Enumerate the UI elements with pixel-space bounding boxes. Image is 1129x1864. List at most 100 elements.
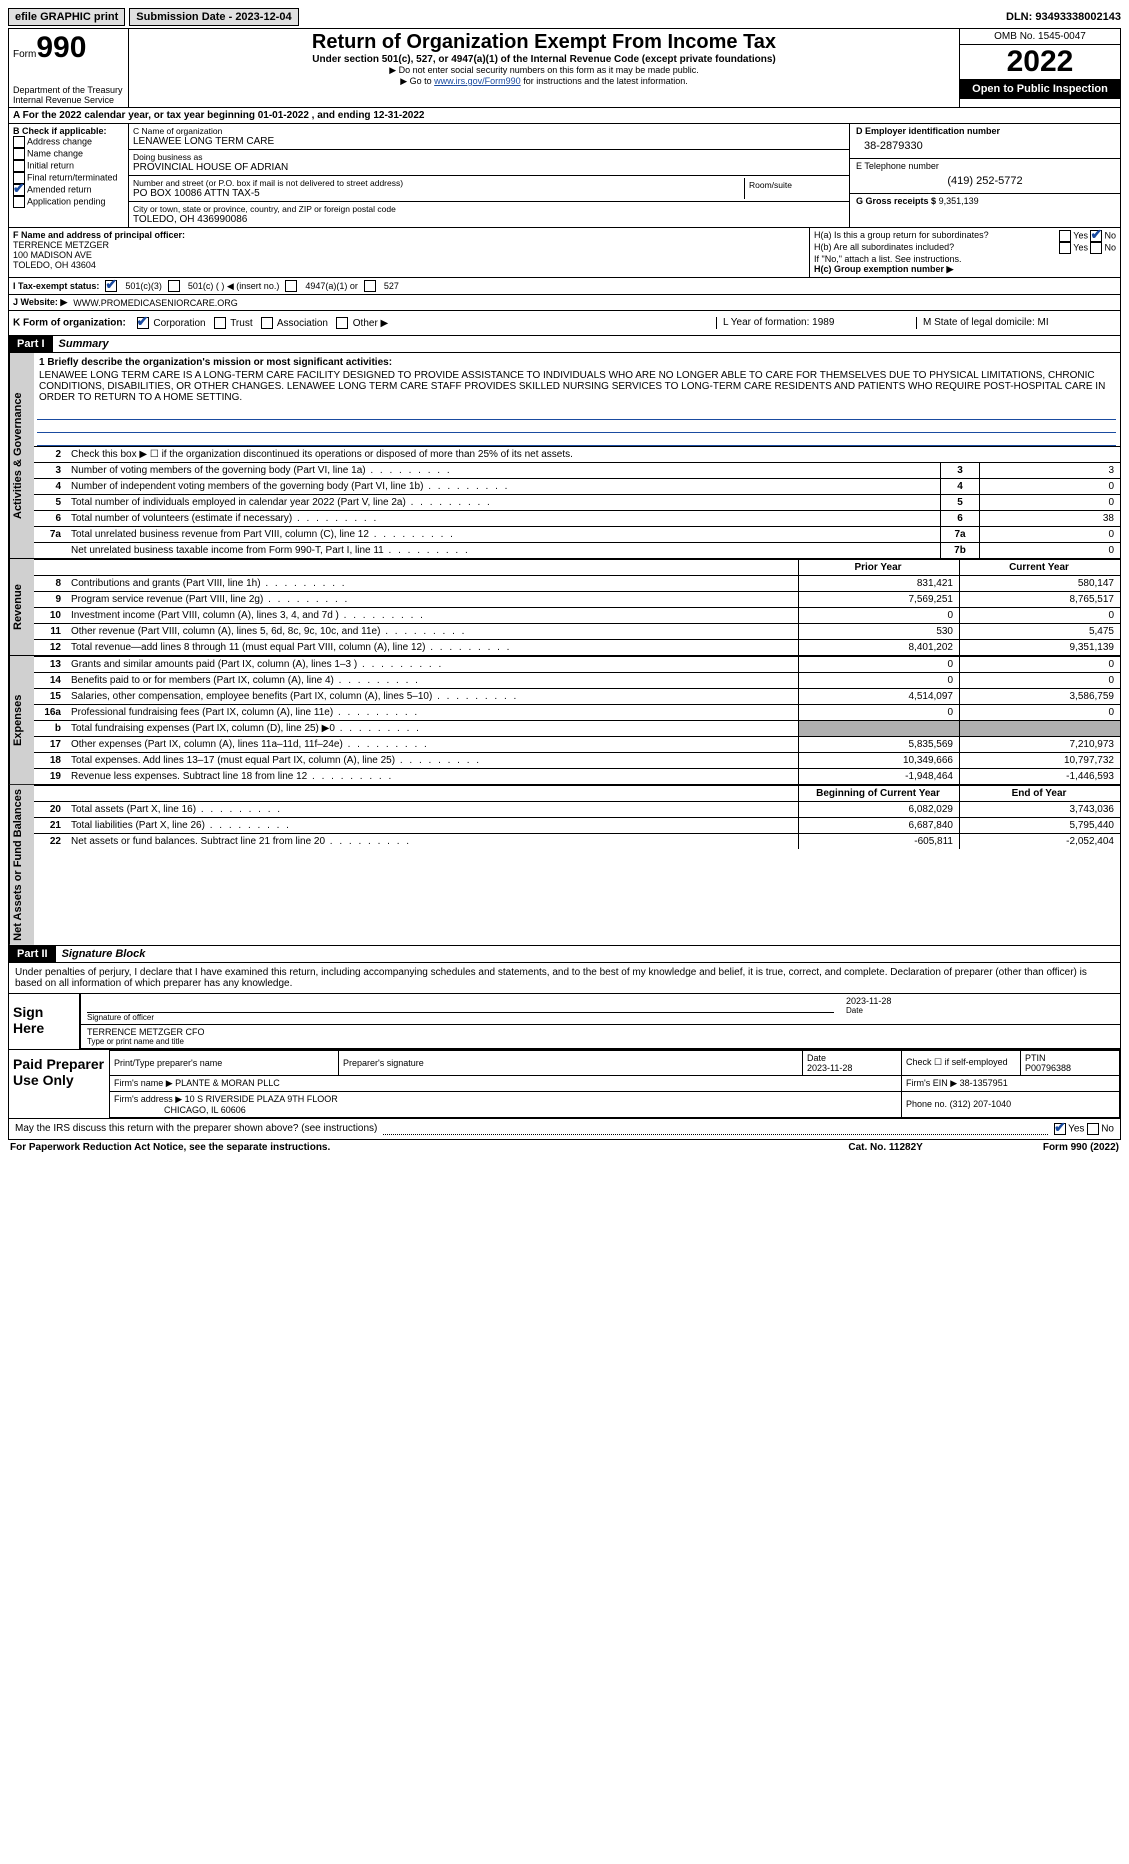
efile-btn[interactable]: efile GRAPHIC print [8,8,125,26]
col-b-title: B Check if applicable: [13,126,124,136]
table-row: 16aProfessional fundraising fees (Part I… [33,705,1120,721]
colb-checkbox[interactable] [13,196,25,208]
sig-officer-label: Signature of officer [87,1013,834,1022]
i-label: I Tax-exempt status: [13,281,99,291]
city-label: City or town, state or province, country… [133,204,845,214]
firm-addr2: CHICAGO, IL 60606 [164,1105,246,1115]
block-governance: Activities & Governance 1 Briefly descri… [8,353,1121,559]
hb-yes-cb[interactable] [1059,242,1071,254]
officer-group-grid: F Name and address of principal officer:… [8,228,1121,278]
discuss-no-cb[interactable] [1087,1123,1099,1135]
table-row: 15Salaries, other compensation, employee… [33,689,1120,705]
discuss-text: May the IRS discuss this return with the… [15,1123,377,1135]
gross-value: 9,351,139 [939,196,979,206]
declaration-text: Under penalties of perjury, I declare th… [8,963,1121,994]
row-k: K Form of organization: Corporation Trus… [8,311,1121,336]
dba-value: PROVINCIAL HOUSE OF ADRIAN [133,162,845,173]
vtab-governance: Activities & Governance [9,353,34,558]
form-header: Form990 Department of the Treasury Inter… [8,28,1121,108]
hdr-prior: Prior Year [799,560,960,576]
hdr-end: End of Year [960,786,1121,802]
i-4947-cb[interactable] [285,280,297,292]
preparer-block: Paid Preparer Use Only Print/Type prepar… [8,1050,1121,1119]
firm-ein: 38-1357951 [960,1078,1008,1088]
org-info-grid: B Check if applicable: Address changeNam… [8,124,1121,228]
colb-checkbox[interactable] [13,148,25,160]
netassets-table: Beginning of Current Year End of Year 20… [33,785,1120,849]
part1-badge: Part I [9,336,53,352]
note-link: ▶ Go to www.irs.gov/Form990 for instruct… [133,76,955,87]
dept-treasury: Department of the Treasury [13,85,124,95]
dln-text: DLN: 93493338002143 [1006,11,1121,23]
prep-date: 2023-11-28 [807,1063,852,1073]
form-id-cell: Form990 Department of the Treasury Inter… [9,29,129,107]
k-label: K Form of organization: [13,318,126,329]
colb-checkbox[interactable] [13,136,25,148]
i-501c3-cb[interactable] [105,280,117,292]
table-row: 4Number of independent voting members of… [33,479,1120,495]
blank-line [37,420,1116,433]
hdr-current: Current Year [960,560,1121,576]
block-netassets: Net Assets or Fund Balances Beginning of… [8,785,1121,946]
hdr-begin: Beginning of Current Year [799,786,960,802]
table-row: 11Other revenue (Part VIII, column (A), … [33,624,1120,640]
ha-no-cb[interactable] [1090,230,1102,242]
mission-section: 1 Briefly describe the organization's mi… [33,353,1120,407]
irs-link[interactable]: www.irs.gov/Form990 [434,76,521,86]
table-row: 6Total number of volunteers (estimate if… [33,511,1120,527]
colb-item: Address change [13,136,124,148]
table-row: 14Benefits paid to or for members (Part … [33,673,1120,689]
block-revenue: Revenue Prior Year Current Year 8Contrib… [8,559,1121,656]
table-row: 9Program service revenue (Part VIII, lin… [33,592,1120,608]
expenses-table: 13Grants and similar amounts paid (Part … [33,656,1120,784]
k-opt-label: Other ▶ [350,318,388,329]
k-opt-label: Corporation [151,318,206,329]
open-public-badge: Open to Public Inspection [960,79,1120,99]
table-row: 7aTotal unrelated business revenue from … [33,527,1120,543]
row-i: I Tax-exempt status: 501(c)(3) 501(c) ( … [8,278,1121,295]
discuss-row: May the IRS discuss this return with the… [8,1119,1121,1140]
top-bar: efile GRAPHIC print Submission Date - 20… [8,8,1121,26]
submission-btn[interactable]: Submission Date - 2023-12-04 [129,8,298,26]
q2-text: Check this box ▶ ☐ if the organization d… [67,447,1120,463]
tax-year: 2022 [960,45,1120,79]
ha-yes-cb[interactable] [1059,230,1071,242]
ein-value: 38-2879330 [856,136,1114,156]
form-label: Form [13,49,36,60]
city-value: TOLEDO, OH 436990086 [133,214,845,225]
l-year: L Year of formation: 1989 [716,317,916,329]
self-emp-check[interactable]: Check ☐ if self-employed [902,1050,1021,1075]
part1-header-row: Part I Summary [8,336,1121,353]
colb-checkbox[interactable] [13,184,25,196]
i-527-cb[interactable] [364,280,376,292]
colb-label: Final return/terminated [27,172,118,182]
colb-label: Address change [27,136,92,146]
sig-line[interactable] [87,996,834,1013]
hb-no-cb[interactable] [1090,242,1102,254]
firm-phone: (312) 207-1040 [950,1099,1012,1109]
table-row: 20Total assets (Part X, line 16)6,082,02… [33,802,1120,818]
k-checkbox[interactable] [336,317,348,329]
ein-label: D Employer identification number [856,126,1114,136]
table-row: 8Contributions and grants (Part VIII, li… [33,576,1120,592]
blank-line [37,433,1116,446]
addr-label: Number and street (or P.O. box if mail i… [133,178,744,188]
table-row: 12Total revenue—add lines 8 through 11 (… [33,640,1120,656]
k-checkbox[interactable] [137,317,149,329]
k-checkbox[interactable] [214,317,226,329]
website-value: WWW.PROMEDICASENIORCARE.ORG [73,298,238,308]
table-row: 18Total expenses. Add lines 13–17 (must … [33,753,1120,769]
form-footer: Form 990 (2022) [1043,1142,1119,1153]
k-checkbox[interactable] [261,317,273,329]
sign-date: 2023-11-28 [846,996,1114,1006]
colb-checkbox[interactable] [13,160,25,172]
discuss-yes-cb[interactable] [1054,1123,1066,1135]
org-name: LENAWEE LONG TERM CARE [133,136,845,147]
paperwork-notice: For Paperwork Reduction Act Notice, see … [10,1142,330,1153]
q1-label: 1 Briefly describe the organization's mi… [39,357,392,368]
vtab-netassets: Net Assets or Fund Balances [9,785,34,945]
i-501c-cb[interactable] [168,280,180,292]
cat-no: Cat. No. 11282Y [848,1142,922,1153]
colb-label: Application pending [27,196,106,206]
officer-addr2: TOLEDO, OH 43604 [13,260,805,270]
